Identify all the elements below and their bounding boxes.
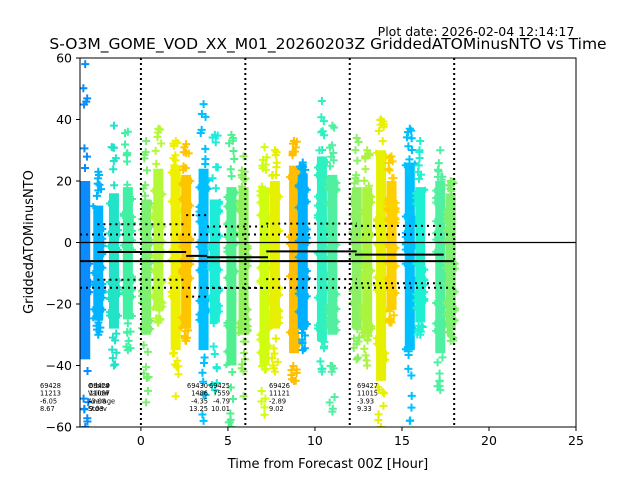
marker-column (120, 128, 136, 354)
marker-core (80, 181, 90, 359)
x-axis: 0 5 10 15 20 25 (137, 427, 584, 448)
marker-core (270, 181, 280, 329)
annotation-text: 10.01 (211, 405, 230, 413)
y-tick-label: −20 (46, 297, 72, 312)
marker-column (207, 131, 223, 394)
y-axis: 60 40 20 0 −20 −40 −60 (46, 51, 80, 435)
x-tick-label: 25 (568, 433, 584, 448)
annotation-text: 9.03 (89, 405, 104, 413)
marker-column (90, 168, 106, 339)
marker-core (171, 166, 181, 351)
marker-core (327, 175, 337, 335)
x-tick-label: 20 (481, 433, 497, 448)
x-tick-label: 5 (224, 433, 232, 448)
x-tick-label: 10 (307, 433, 323, 448)
marker-core (405, 163, 415, 351)
annotation-text: 13.25 (189, 405, 208, 413)
marker-core (93, 206, 103, 320)
marker-column (196, 100, 212, 425)
y-axis-label: GriddedATOMinusNTO (22, 170, 37, 314)
marker-column (106, 122, 122, 370)
y-tick-label: 20 (56, 174, 72, 189)
y-tick-label: −40 (46, 358, 72, 373)
marker-column (236, 152, 252, 400)
marker-core (376, 150, 386, 381)
x-tick-label: 0 (137, 433, 145, 448)
chart-title: S-O3M_GOME_VOD_XX_M01_20260203Z GriddedA… (49, 35, 606, 54)
marker-layer (77, 60, 458, 431)
annotation-text: 8.67 (40, 405, 55, 413)
marker-core (199, 169, 209, 350)
annotation-text: 9.33 (357, 405, 372, 413)
x-tick-label: 15 (394, 433, 410, 448)
y-tick-label: 60 (56, 51, 72, 66)
annotation-layer: 6942811213-6.058.67Orbit#Valid#AverageSt… (40, 382, 378, 413)
y-tick-label: 40 (56, 112, 72, 127)
x-axis-label: Time from Forecast 00Z [Hour] (227, 457, 429, 472)
marker-core (123, 187, 133, 319)
marker-core (226, 187, 236, 365)
annotation-text: 9.02 (269, 405, 284, 413)
y-tick-label: 0 (64, 235, 72, 250)
y-tick-label: −60 (46, 420, 72, 435)
